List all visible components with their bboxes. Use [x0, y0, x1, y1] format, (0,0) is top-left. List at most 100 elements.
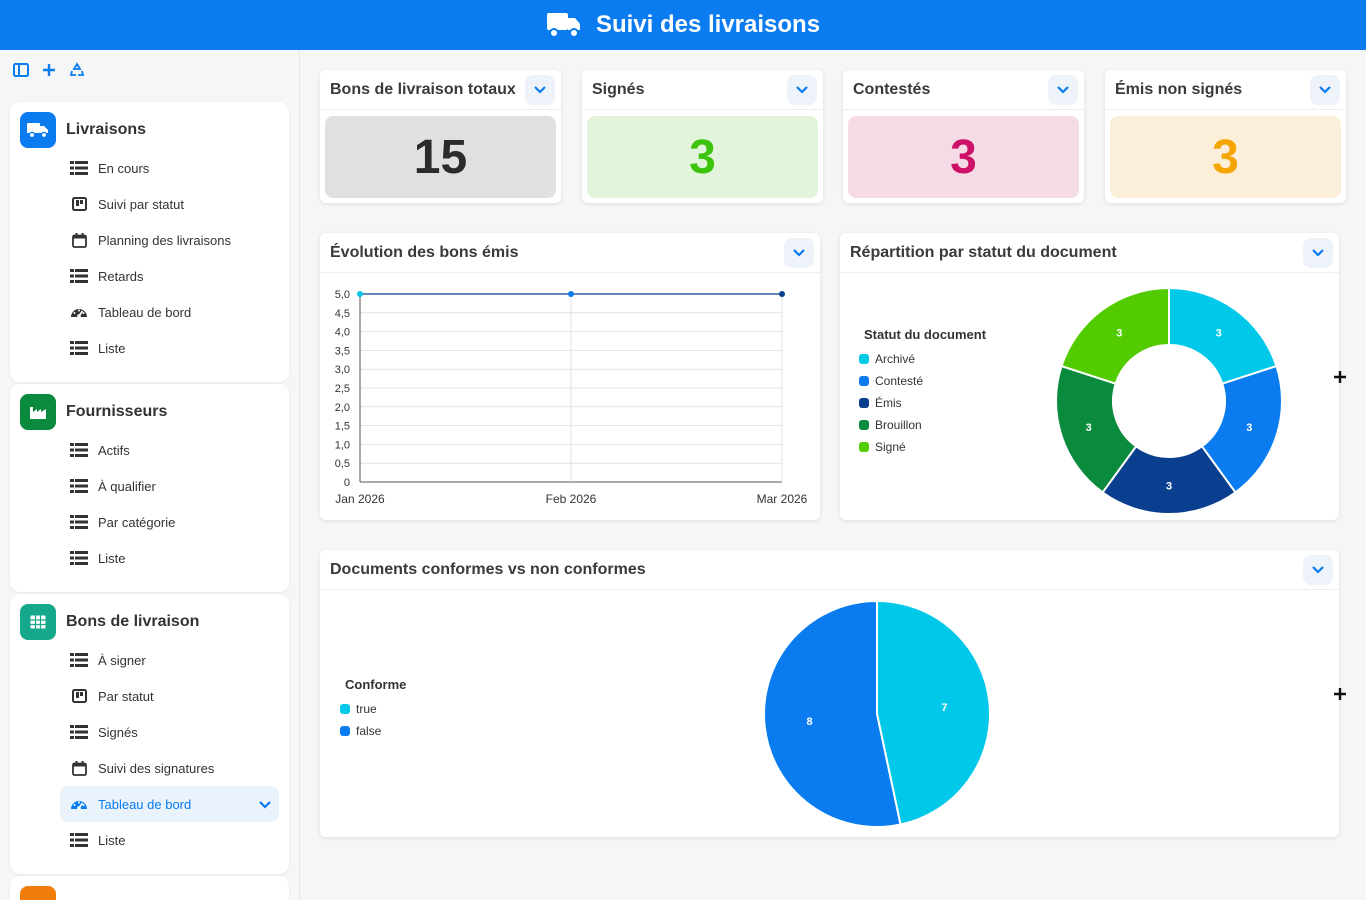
y-tick-label: 3,0 — [335, 364, 350, 376]
list-icon — [70, 832, 88, 848]
slice-label: 3 — [1086, 422, 1092, 434]
list-icon — [70, 478, 88, 494]
nav-group-header[interactable]: Fournisseurs — [10, 394, 289, 430]
chevron-down-icon[interactable] — [787, 75, 817, 105]
sidebar-item[interactable]: Liste — [10, 822, 289, 858]
chevron-down-icon[interactable] — [259, 797, 271, 812]
kpi-value: 3 — [1110, 116, 1341, 198]
sidebar-item-label: Liste — [98, 832, 126, 848]
sidebar-item-label: En cours — [98, 160, 150, 176]
sidebar-item[interactable]: Liste — [10, 540, 289, 576]
recycle-icon[interactable] — [66, 59, 88, 81]
sidebar-item-label: Liste — [98, 340, 126, 356]
sidebar-item[interactable]: Par catégorie — [10, 504, 289, 540]
nav-group — [10, 876, 289, 900]
legend-item[interactable]: Signé — [859, 440, 906, 454]
nav-group-title: Bons de livraison — [66, 613, 200, 630]
legend-item[interactable]: true — [340, 702, 377, 716]
legend-item[interactable]: Brouillon — [859, 418, 922, 432]
sidebar-item[interactable]: À signer — [10, 642, 289, 678]
kpi-card: Bons de livraison totaux 15 — [320, 70, 561, 203]
slice-label: 3 — [1246, 422, 1252, 434]
app-title: Suivi des livraisons — [595, 11, 821, 38]
sidebar-item-label: À qualifier — [98, 478, 156, 494]
kpi-title: Signés — [592, 80, 645, 98]
y-tick-label: 3,5 — [335, 345, 350, 357]
donut-chart-title: Répartition par statut du document — [850, 243, 1117, 261]
sidebar-item[interactable]: Actifs — [10, 432, 289, 468]
donut-chart-header: Répartition par statut du document — [840, 233, 1339, 273]
legend-item[interactable]: Contesté — [859, 374, 923, 388]
data-point[interactable] — [568, 291, 574, 297]
legend-item[interactable]: Émis — [859, 396, 902, 410]
layout-toggle-icon[interactable] — [10, 59, 32, 81]
nav-group-title: Fournisseurs — [66, 403, 168, 420]
legend-label: false — [356, 724, 382, 738]
legend-label: Signé — [875, 440, 906, 454]
sidebar-item[interactable]: Retards — [10, 258, 289, 294]
list-icon — [70, 340, 88, 356]
legend-swatch — [859, 354, 869, 364]
chevron-down-icon[interactable] — [784, 238, 814, 268]
gauge-icon — [70, 796, 88, 812]
legend-item[interactable]: false — [340, 724, 381, 738]
slice-label: 3 — [1166, 481, 1172, 493]
y-tick-label: 5,0 — [335, 289, 350, 301]
sidebar-item[interactable]: Tableau de bord — [10, 294, 289, 330]
chevron-down-icon[interactable] — [1303, 238, 1333, 268]
line-chart-title: Évolution des bons émis — [330, 243, 519, 261]
sidebar-item[interactable]: À qualifier — [10, 468, 289, 504]
add-icon[interactable] — [38, 59, 60, 81]
list-icon — [70, 442, 88, 458]
kpi-card-header: Contestés — [843, 70, 1084, 110]
nav-group-header[interactable]: Bons de livraison — [10, 604, 289, 640]
return-icon — [20, 886, 56, 900]
legend-label: Brouillon — [875, 418, 922, 432]
sidebar-item-label: Tableau de bord — [98, 796, 192, 812]
slice[interactable] — [1055, 364, 1138, 494]
sidebar-item[interactable]: En cours — [10, 150, 289, 186]
sidebar-item[interactable]: Liste — [10, 330, 289, 366]
sidebar-item[interactable]: Planning des livraisons — [10, 222, 289, 258]
chevron-down-icon[interactable] — [1303, 555, 1333, 585]
line-chart: 0 0,5 1,0 1,5 2,0 2,5 3,0 3,5 4,0 4,5 5,0 Jan 2026 F… — [335, 289, 808, 506]
data-point[interactable] — [779, 291, 785, 297]
slice-label: 3 — [1116, 328, 1122, 340]
data-point[interactable] — [357, 291, 363, 297]
sidebar-item-label: À signer — [98, 652, 146, 668]
slice[interactable] — [876, 599, 991, 826]
nav-group: Bons de livraison À signer Par statut Signé… — [10, 594, 289, 874]
grid-icon — [20, 604, 56, 640]
nav-group-items: Actifs À qualifier Par catégorie Liste — [10, 432, 289, 576]
slice[interactable] — [1101, 444, 1237, 515]
nav-group-title: Livraisons — [66, 121, 147, 138]
slice[interactable] — [1168, 286, 1278, 385]
kpi-card: Contestés 3 — [843, 70, 1084, 203]
legend-label: Archivé — [875, 352, 916, 366]
slice-label: 7 — [941, 702, 947, 714]
sidebar-item[interactable]: Signés — [10, 714, 289, 750]
list-icon — [70, 160, 88, 176]
kpi-card-header: Émis non signés — [1105, 70, 1346, 110]
legend-item[interactable]: Archivé — [859, 352, 915, 366]
sidebar-item[interactable]: Suivi des signatures — [10, 750, 289, 786]
slice[interactable] — [1200, 364, 1283, 494]
pie-chart-header: Documents conformes vs non conformes — [320, 550, 1339, 590]
sidebar-toolbar — [0, 50, 299, 90]
kpi-value: 15 — [325, 116, 556, 198]
sidebar-item[interactable]: Tableau de bord — [60, 786, 279, 822]
nav-group-header[interactable]: Livraisons — [10, 112, 289, 148]
sidebar-item[interactable]: Par statut — [10, 678, 289, 714]
chevron-down-icon[interactable] — [1048, 75, 1078, 105]
legend-swatch — [859, 442, 869, 452]
slice-label: 8 — [807, 716, 813, 728]
sidebar-item[interactable]: Suivi par statut — [10, 186, 289, 222]
slice[interactable] — [763, 599, 902, 828]
add-chart-icon[interactable] — [1328, 365, 1352, 389]
chevron-down-icon[interactable] — [525, 75, 555, 105]
legend-label: Émis — [875, 396, 902, 410]
slice[interactable] — [1060, 286, 1170, 385]
kpi-value: 3 — [848, 116, 1079, 198]
add-chart-icon[interactable] — [1328, 682, 1352, 706]
chevron-down-icon[interactable] — [1310, 75, 1340, 105]
